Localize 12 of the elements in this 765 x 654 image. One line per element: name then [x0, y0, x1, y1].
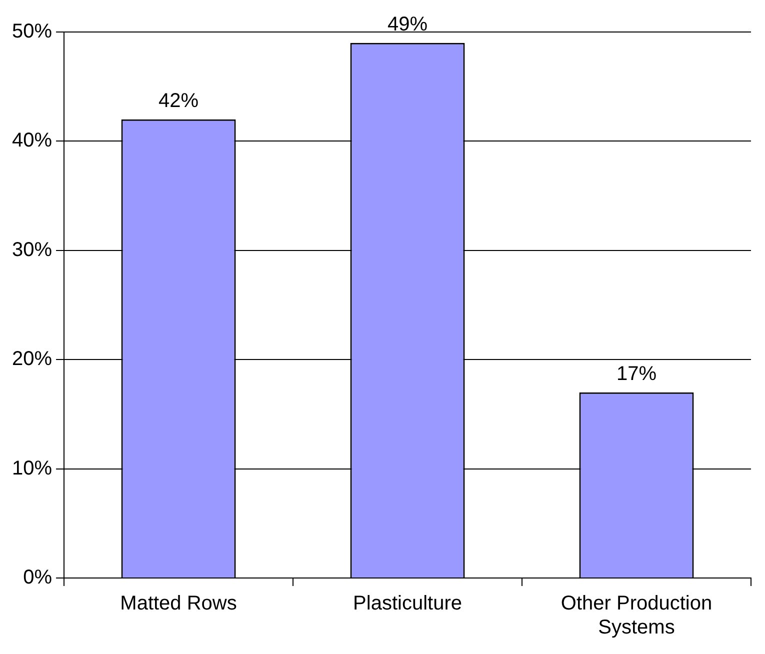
x-tick-label: Other Production Systems	[560, 592, 712, 639]
x-tick-label: Plasticulture	[353, 592, 462, 615]
data-label: 17%	[616, 362, 657, 385]
y-tick-label: 40%	[12, 130, 52, 152]
data-label: 42%	[158, 90, 199, 112]
y-tick-label: 20%	[12, 348, 52, 370]
y-tick-label: 30%	[12, 238, 52, 261]
y-tick-label: 10%	[12, 457, 52, 480]
y-tick-label: 0%	[23, 566, 52, 589]
data-label: 49%	[388, 13, 428, 36]
y-tick-label: 50%	[12, 20, 52, 43]
x-tick-label: Matted Rows	[120, 592, 237, 615]
